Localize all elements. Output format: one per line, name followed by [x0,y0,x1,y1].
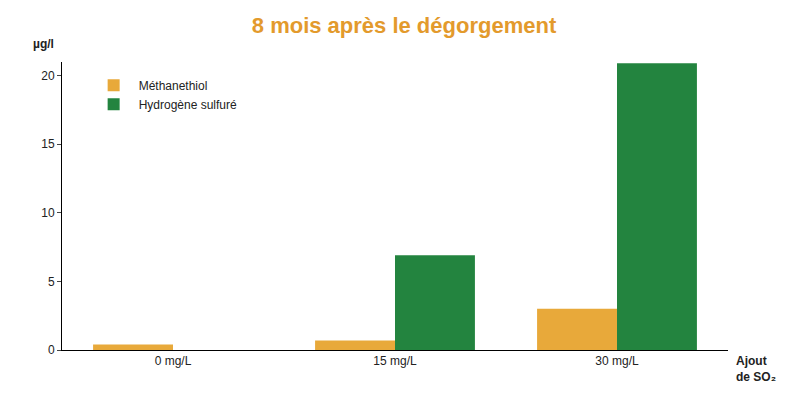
svg-text:20: 20 [41,69,55,83]
svg-text:Méthanethiol: Méthanethiol [139,79,208,93]
svg-text:10: 10 [41,206,55,220]
svg-text:0 mg/L: 0 mg/L [155,354,192,368]
svg-text:15 mg/L: 15 mg/L [373,354,417,368]
svg-text:5: 5 [48,275,55,289]
svg-text:8 mois après le dégorgement: 8 mois après le dégorgement [252,13,557,38]
svg-text:15: 15 [41,137,55,151]
svg-text:µg/l: µg/l [33,37,54,51]
svg-text:Hydrogène sulfuré: Hydrogène sulfuré [139,98,237,112]
svg-text:Ajoutde SO₂: Ajoutde SO₂ [736,354,776,384]
svg-text:0: 0 [48,343,55,357]
svg-text:30 mg/L: 30 mg/L [595,354,639,368]
